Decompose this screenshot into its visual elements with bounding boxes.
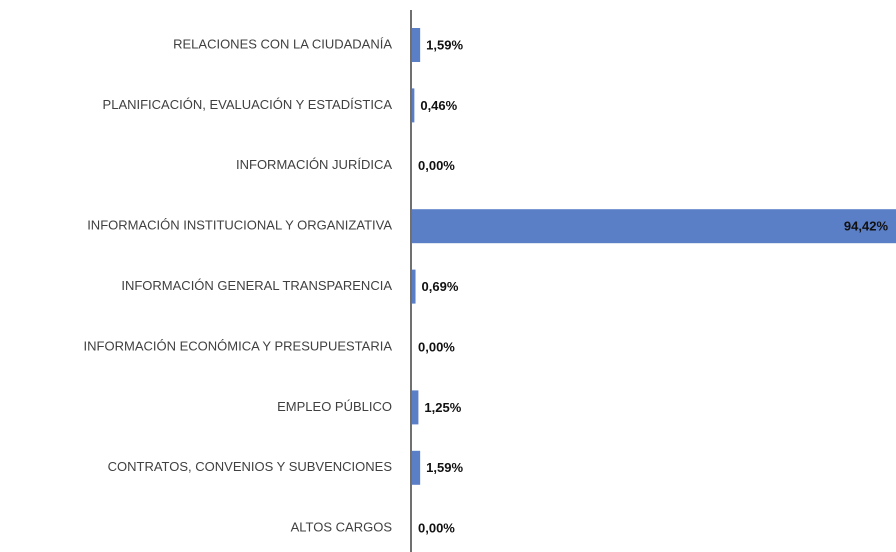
category-label: INFORMACIÓN ECONÓMICA Y PRESUPUESTARIA <box>84 338 393 353</box>
category-label: PLANIFICACIÓN, EVALUACIÓN Y ESTADÍSTICA <box>103 97 393 112</box>
bar <box>412 209 896 244</box>
category-label: RELACIONES CON LA CIUDADANÍA <box>173 36 392 51</box>
value-label: 0,00% <box>418 158 455 173</box>
value-label: 1,59% <box>426 37 463 52</box>
value-label: 0,00% <box>418 521 455 536</box>
bar <box>412 269 416 304</box>
category-label: EMPLEO PÚBLICO <box>277 399 392 414</box>
value-label: 1,25% <box>424 400 461 415</box>
bar <box>412 88 415 123</box>
value-label: 94,42% <box>844 219 889 234</box>
value-label: 0,00% <box>418 339 455 354</box>
category-label: INFORMACIÓN INSTITUCIONAL Y ORGANIZATIVA <box>87 218 392 233</box>
value-label: 0,46% <box>420 98 457 113</box>
category-label: ALTOS CARGOS <box>291 520 393 535</box>
bar <box>412 28 421 62</box>
bar <box>412 390 419 425</box>
value-label: 0,69% <box>422 279 459 294</box>
category-label: INFORMACIÓN GENERAL TRANSPARENCIA <box>121 278 392 293</box>
category-label: INFORMACIÓN JURÍDICA <box>236 157 392 172</box>
bar <box>412 450 421 485</box>
value-label: 1,59% <box>426 460 463 475</box>
category-label: CONTRATOS, CONVENIOS Y SUBVENCIONES <box>108 459 393 474</box>
